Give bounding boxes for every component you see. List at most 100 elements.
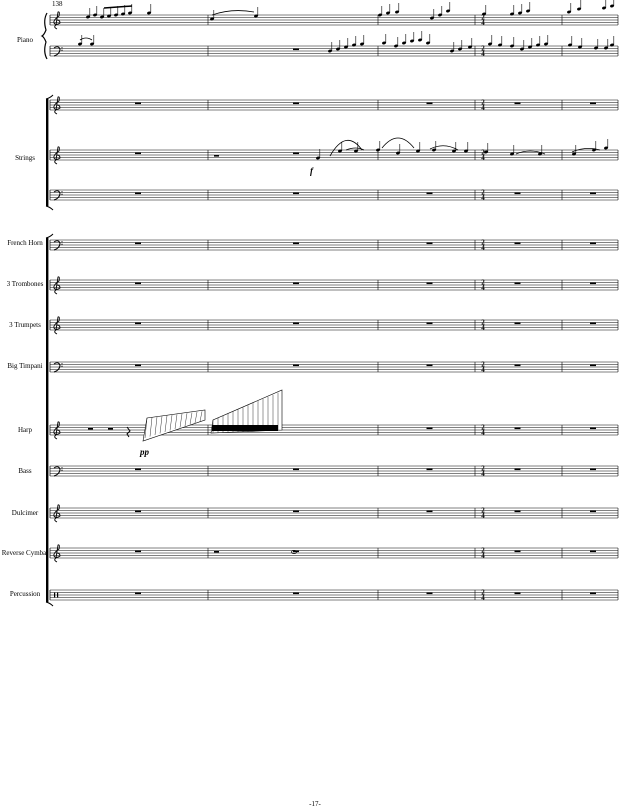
instrument-name: Reverse Cymbal: [2, 549, 49, 557]
notehead: [360, 42, 364, 46]
slur: [429, 145, 459, 151]
notehead: [395, 10, 399, 14]
instrument-name: Harp: [18, 426, 32, 434]
dynamic-marking: pp: [139, 447, 150, 457]
notehead: [114, 13, 118, 17]
notehead: [484, 150, 488, 154]
whole-rest: [293, 48, 299, 51]
treble-clef: [53, 11, 61, 30]
whole-note: [291, 550, 297, 555]
notehead: [578, 45, 582, 49]
slur: [329, 140, 363, 157]
time-signature: 4: [481, 324, 485, 332]
bass-clef-dot: [61, 243, 63, 245]
notehead: [100, 15, 104, 19]
whole-rest: [426, 242, 433, 245]
time-signature: 2: [481, 319, 485, 327]
whole-rest: [426, 364, 433, 367]
system-bracket: [46, 238, 49, 602]
whole-rest: [293, 192, 299, 195]
notehead: [344, 45, 348, 49]
whole-rest: [135, 102, 141, 105]
whole-rest: [514, 102, 521, 105]
time-signature: 2: [481, 361, 485, 369]
half-rest: [214, 551, 219, 553]
notehead: [458, 47, 462, 51]
notehead: [544, 42, 548, 46]
whole-rest: [590, 427, 596, 430]
notehead: [416, 149, 420, 153]
time-signature: 2: [481, 424, 485, 432]
notehead: [432, 148, 436, 152]
notehead: [568, 43, 572, 47]
whole-rest: [293, 322, 299, 325]
notehead: [610, 43, 614, 47]
bass-clef: [53, 362, 61, 373]
notehead: [464, 149, 468, 153]
notehead: [577, 7, 581, 11]
page-number: -17-: [309, 800, 321, 808]
notehead: [328, 49, 332, 53]
notehead: [147, 11, 151, 15]
bracket-end: [45, 233, 54, 239]
notehead: [567, 10, 571, 14]
bass-clef-dot: [61, 365, 63, 367]
notehead: [402, 41, 406, 45]
whole-rest: [426, 102, 433, 105]
half-rest: [88, 428, 93, 430]
glissando-hatch: [154, 416, 158, 436]
notehead: [86, 15, 90, 19]
notehead: [426, 41, 430, 45]
time-signature: 2: [481, 189, 485, 197]
percussion-clef: [54, 592, 56, 598]
whole-rest: [514, 364, 521, 367]
whole-rest: [514, 322, 521, 325]
notehead: [488, 42, 492, 46]
notehead: [610, 4, 614, 8]
notehead: [410, 39, 414, 43]
time-signature: 2: [481, 589, 485, 597]
glissando-hatch: [194, 411, 198, 424]
instrument-name: Dulcimer: [12, 509, 39, 517]
bass-clef: [53, 190, 61, 201]
notehead: [452, 149, 456, 153]
whole-rest: [514, 592, 521, 595]
notehead: [446, 9, 450, 13]
treble-clef: [53, 146, 61, 165]
slur: [79, 37, 93, 41]
notehead: [498, 43, 502, 47]
instrument-name: 3 Trumpets: [9, 321, 41, 329]
bass-clef: [53, 240, 61, 251]
whole-rest: [590, 550, 596, 553]
glissando-hatch: [144, 417, 148, 439]
time-signature: 4: [481, 594, 485, 602]
notehead: [510, 12, 514, 16]
notehead: [536, 43, 540, 47]
piano-brace: [40, 12, 48, 60]
whole-rest: [514, 550, 521, 553]
notehead: [254, 14, 258, 18]
bass-clef: [53, 46, 61, 57]
whole-rest: [590, 102, 596, 105]
glissando-hatch: [199, 411, 203, 422]
notehead: [352, 43, 356, 47]
time-signature: 2: [481, 507, 485, 515]
notehead: [510, 44, 514, 48]
notehead: [594, 46, 598, 50]
glissando-hatch: [179, 413, 183, 428]
notehead: [526, 9, 530, 13]
time-signature: 2: [481, 465, 485, 473]
notehead: [418, 38, 422, 42]
whole-rest: [514, 242, 521, 245]
whole-rest: [426, 468, 433, 471]
measure-number: 138: [52, 0, 63, 8]
notehead: [430, 16, 434, 20]
whole-rest: [135, 592, 141, 595]
bass-clef-dot: [61, 191, 63, 193]
whole-rest: [514, 282, 521, 285]
whole-rest: [514, 192, 521, 195]
half-rest: [214, 155, 219, 157]
half-rest: [108, 428, 113, 430]
time-signature: 4: [481, 552, 485, 560]
